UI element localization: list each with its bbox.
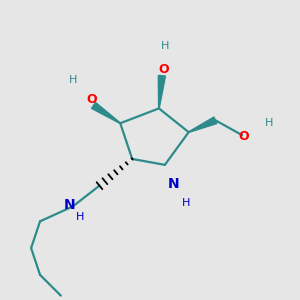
Text: N: N — [64, 198, 76, 212]
Text: O: O — [238, 130, 249, 143]
Polygon shape — [188, 117, 217, 132]
Text: H: H — [161, 41, 169, 51]
Text: H: H — [265, 118, 273, 128]
Text: O: O — [158, 63, 169, 76]
Text: H: H — [68, 75, 77, 85]
Text: N: N — [168, 177, 180, 191]
Polygon shape — [92, 102, 120, 124]
Text: H: H — [76, 212, 84, 222]
Text: O: O — [87, 93, 98, 106]
Text: H: H — [182, 199, 190, 208]
Polygon shape — [158, 75, 165, 108]
